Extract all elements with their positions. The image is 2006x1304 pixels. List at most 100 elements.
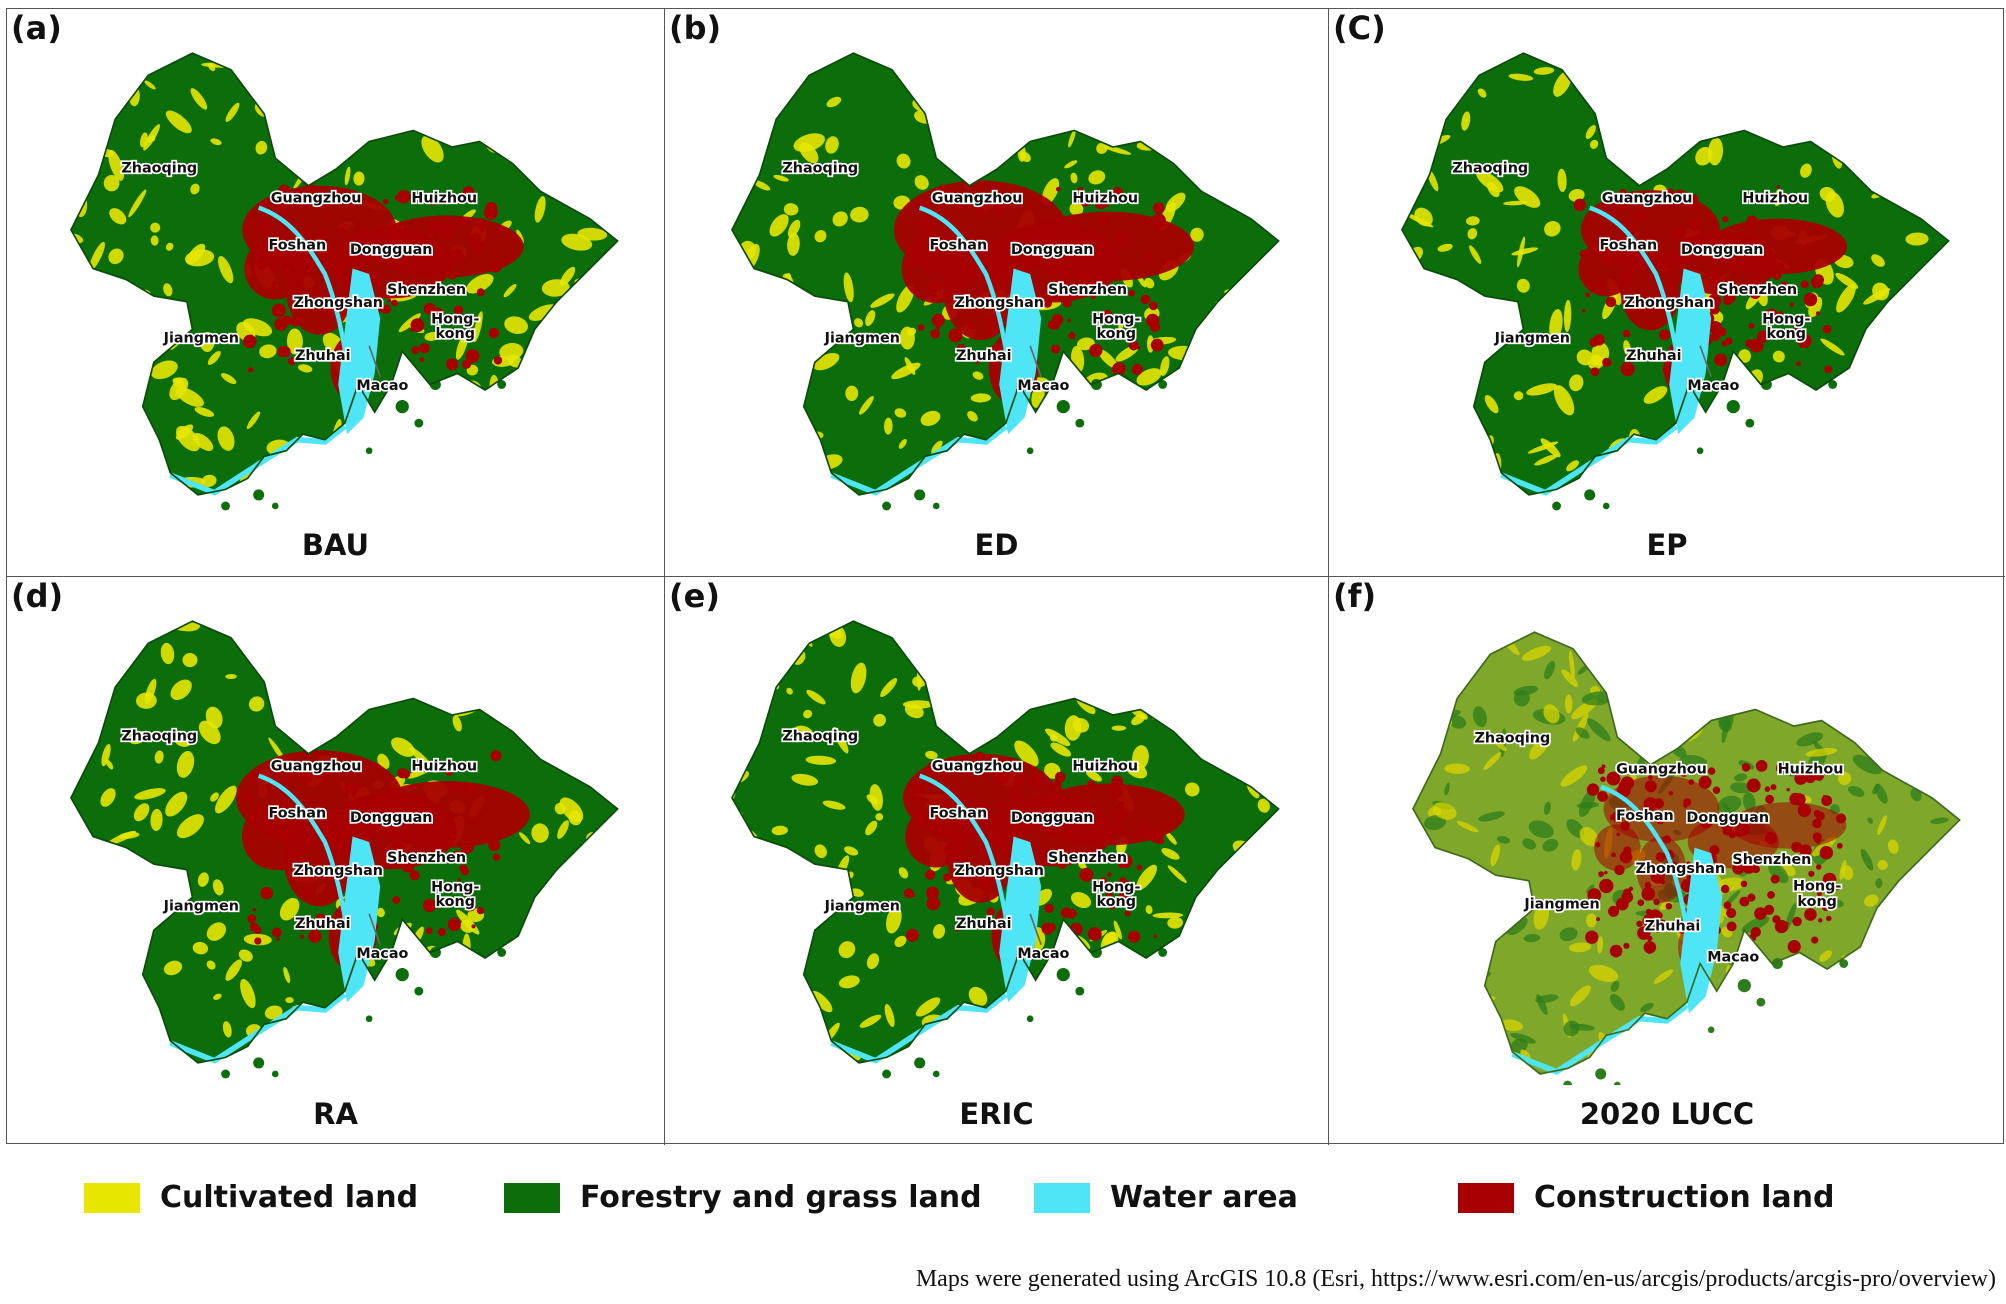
- cultivated-patch: [1244, 690, 1255, 707]
- coastal-water: [830, 424, 1008, 496]
- cultivated-patch: [1376, 101, 1388, 115]
- city-label: Zhaoqing: [1452, 160, 1528, 176]
- cultivated-patch: [213, 993, 222, 1000]
- cultivated-patch: [1190, 227, 1204, 242]
- mixed-land-patch: [1874, 953, 1899, 969]
- construction-patch: [444, 767, 454, 776]
- mixed-land-patch: [1575, 727, 1590, 739]
- construction-patch: [1620, 362, 1635, 377]
- construction-patch: [1631, 765, 1636, 770]
- construction-core: [1578, 240, 1635, 297]
- mixed-land-patch: [1561, 669, 1579, 688]
- cultivated-patch: [138, 345, 147, 364]
- cultivated-patch: [466, 273, 494, 294]
- construction-patch: [1128, 289, 1136, 297]
- mixed-land-patch: [1877, 815, 1887, 835]
- cultivated-patch: [381, 684, 399, 695]
- construction-patch: [1834, 885, 1840, 891]
- construction-patch: [275, 202, 287, 214]
- construction-patch: [419, 357, 425, 363]
- cultivated-patch: [460, 919, 475, 933]
- mixed-land-patch: [1930, 817, 1949, 824]
- legend-item-forestry: Forestry and grass land: [504, 1180, 982, 1215]
- construction-patch: [1601, 240, 1613, 252]
- construction-patch: [1787, 939, 1801, 954]
- cultivated-patch: [222, 1021, 232, 1038]
- cultivated-patch: [70, 854, 74, 867]
- mixed-land-patch: [1396, 847, 1408, 866]
- construction-patch: [1601, 764, 1606, 769]
- mixed-land-patch: [1875, 878, 1883, 889]
- cultivated-patch: [421, 135, 444, 163]
- construction-patch: [1722, 826, 1732, 836]
- island: [221, 501, 230, 511]
- cultivated-patch: [1580, 53, 1593, 62]
- cultivated-patch: [352, 85, 365, 99]
- city-label: Huizhou: [1742, 190, 1808, 206]
- pearl-river: [1600, 784, 1694, 953]
- construction-patch: [304, 183, 315, 194]
- construction-patch: [1077, 801, 1085, 808]
- cultivated-patch: [1047, 93, 1062, 110]
- cultivated-patch: [431, 762, 441, 773]
- construction-patch: [1688, 238, 1695, 245]
- cultivated-patch: [1454, 296, 1469, 322]
- panel-letter: (d): [11, 577, 64, 615]
- construction-patch: [1128, 340, 1139, 351]
- construction-patch: [1708, 277, 1720, 289]
- construction-patch: [1731, 253, 1736, 258]
- cultivated-patch: [904, 357, 916, 375]
- cultivated-patch: [1800, 163, 1812, 178]
- city-label: Zhuhai: [1645, 918, 1701, 934]
- construction-patch: [903, 888, 914, 899]
- cultivated-patch: [1160, 356, 1170, 376]
- mixed-land-patch: [1669, 650, 1683, 665]
- construction-patch: [1742, 934, 1749, 940]
- cultivated-patch: [703, 152, 716, 177]
- cultivated-patch: [1772, 350, 1785, 363]
- construction-patch: [1080, 197, 1090, 207]
- cultivated-patch: [755, 668, 780, 690]
- construction-patch: [1745, 339, 1754, 348]
- construction-patch: [926, 761, 942, 776]
- cultivated-patch: [1055, 981, 1069, 1002]
- cultivated-patch: [743, 465, 771, 481]
- construction-patch: [1749, 287, 1762, 300]
- construction-patch: [446, 358, 459, 371]
- cultivated-patch: [1365, 41, 1390, 66]
- construction-patch: [1709, 304, 1720, 315]
- city-label: Zhongshan: [293, 295, 383, 311]
- cultivated-patch: [731, 656, 747, 667]
- construction-patch: [1794, 325, 1801, 332]
- cultivated-patch: [103, 457, 111, 475]
- pearl-river: [257, 205, 352, 374]
- construction-patch: [464, 900, 476, 912]
- mixed-land-patch: [1867, 817, 1873, 824]
- cultivated-patch: [70, 300, 78, 325]
- cultivated-patch: [577, 227, 608, 241]
- cultivated-patch: [246, 411, 261, 430]
- construction-patch: [1064, 851, 1069, 856]
- cultivated-patch: [1576, 349, 1593, 366]
- cultivated-patch: [45, 861, 58, 887]
- cultivated-patch: [33, 999, 50, 1021]
- construction-patch: [249, 225, 255, 230]
- cultivated-patch: [37, 304, 54, 316]
- construction-patch: [295, 916, 310, 931]
- construction-patch: [278, 184, 290, 196]
- city-label: Jiangmen: [824, 331, 900, 347]
- mixed-land-patch: [1483, 752, 1502, 771]
- cultivated-patch: [339, 87, 363, 101]
- construction-patch: [1089, 343, 1103, 358]
- cultivated-patch: [731, 178, 742, 195]
- construction-patch: [258, 220, 272, 234]
- cultivated-patch: [1232, 685, 1260, 701]
- cultivated-patch: [1401, 140, 1409, 157]
- cultivated-patch: [302, 1033, 319, 1048]
- cultivated-patch: [207, 350, 221, 365]
- construction-patch: [1124, 910, 1131, 917]
- cultivated-patch: [563, 181, 580, 206]
- cultivated-patch: [1245, 724, 1259, 738]
- cultivated-patch: [575, 1000, 588, 1023]
- construction-patch: [1714, 353, 1728, 367]
